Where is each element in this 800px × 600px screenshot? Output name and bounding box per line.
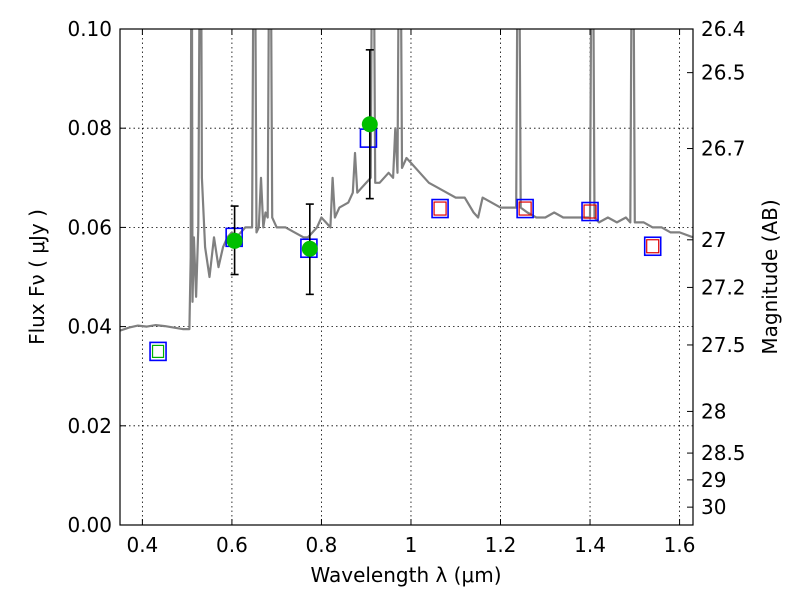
- x-tick-label: 1.6: [664, 533, 696, 557]
- blue-square-marker: [581, 201, 599, 222]
- plot-area: [120, 29, 693, 362]
- spectrum-line: [120, 29, 693, 332]
- y2-tick-label: 27.5: [701, 333, 746, 357]
- x-tick-label: 1.2: [485, 533, 517, 557]
- blue-square-marker: [149, 341, 167, 362]
- y2-axis-title: Magnitude (AB): [758, 199, 782, 354]
- x-tick-label: 0.6: [216, 533, 248, 557]
- y2-tick-label: 28.5: [701, 441, 746, 465]
- blue-square-marker: [516, 198, 534, 219]
- y-tick-label: 0.02: [67, 414, 112, 438]
- y2-tick-label: 29: [701, 468, 726, 492]
- y-axis-title: Flux Fν ( μJy ): [25, 209, 49, 345]
- blue-square-marker: [431, 198, 449, 219]
- green-data-point: [301, 240, 318, 257]
- y-tick-label: 0.08: [67, 116, 112, 140]
- y-tick-label: 0.10: [67, 17, 112, 41]
- x-tick-label: 0.8: [306, 533, 338, 557]
- green-data-point: [361, 116, 378, 133]
- red-square-marker: [646, 239, 660, 254]
- y2-tick-label: 28: [701, 399, 726, 423]
- grid: [120, 28, 693, 526]
- x-tick-label: 0.4: [126, 533, 158, 557]
- x-axis-title: Wavelength λ (μm): [310, 563, 501, 587]
- blue-square-marker: [643, 236, 662, 257]
- y2-tick-label: 30: [701, 495, 726, 519]
- y2-tick-label: 26.4: [701, 17, 746, 41]
- y2-tick-label: 27: [701, 228, 726, 252]
- axes-frame: [119, 28, 694, 526]
- y-tick-label: 0.06: [67, 215, 112, 239]
- y-tick-label: 0.04: [67, 315, 112, 339]
- y2-tick-label: 27.2: [701, 275, 746, 299]
- y2-tick-label: 26.7: [701, 137, 746, 161]
- y-tick-label: 0.00: [67, 513, 112, 537]
- red-square-marker: [583, 204, 597, 219]
- green-square-marker: [151, 344, 165, 358]
- x-tick-label: 1.4: [574, 533, 606, 557]
- green-data-point: [226, 232, 243, 249]
- y2-tick-label: 26.5: [701, 61, 746, 85]
- red-square-marker: [433, 201, 447, 216]
- x-tick-label: 1: [405, 533, 418, 557]
- ticks: 0.4 0.6 0.8 1 1.2 1.4 1.6 0.00 0.02 0.04 0.06 0.08 0…: [67, 17, 745, 557]
- red-square-marker: [518, 201, 532, 216]
